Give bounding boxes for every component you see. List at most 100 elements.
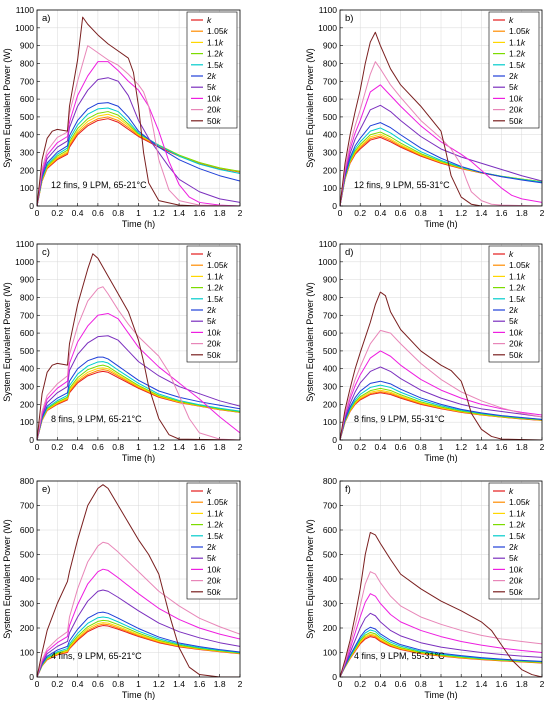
legend-label: 10k: [207, 564, 221, 574]
legend-label: k: [207, 249, 212, 259]
legend-label: k: [509, 249, 514, 259]
x-tick-label: 0: [338, 442, 343, 452]
y-tick-label: 700: [20, 310, 34, 320]
series-line-10k: [340, 350, 542, 440]
y-axis-label: System Equivalent Power (W): [305, 48, 315, 168]
legend-label: 10k: [509, 93, 523, 103]
legend-label: k: [509, 15, 514, 25]
x-tick-label: 0: [35, 208, 40, 218]
y-tick-label: 200: [323, 399, 337, 409]
legend-label: 50k: [509, 587, 523, 597]
legend-label: 50k: [509, 116, 523, 126]
x-tick-label: 1: [439, 442, 444, 452]
x-tick-label: 1.8: [214, 679, 226, 689]
y-tick-label: 300: [323, 148, 337, 158]
series-line-5k: [340, 104, 542, 206]
series-line-10k: [37, 568, 240, 677]
x-axis-label: Time (h): [122, 690, 155, 700]
series-line-1_5k: [340, 629, 542, 677]
plot-frame: [36, 9, 241, 207]
legend-label: 2k: [207, 305, 217, 315]
plot-frame: [36, 243, 241, 441]
series-line-20k: [340, 61, 542, 206]
legend-label: 5k: [207, 553, 217, 563]
legend-label: 1.1k: [207, 508, 224, 518]
legend-label: 10k: [207, 93, 221, 103]
x-tick-label: 0.4: [72, 679, 84, 689]
x-tick-label: 2: [540, 442, 545, 452]
x-tick-label: 0.8: [415, 679, 427, 689]
plot-frame: [339, 9, 543, 207]
y-tick-label: 400: [323, 364, 337, 374]
x-tick-label: 0.2: [51, 679, 63, 689]
panel-annotation: 4 fins, 9 LPM, 65-21°C: [51, 651, 142, 661]
y-tick-label: 300: [323, 599, 337, 609]
legend-label: 1.1k: [207, 37, 224, 47]
series-line-20k: [37, 286, 240, 440]
series-group: [340, 291, 542, 440]
x-tick-label: 2: [540, 679, 545, 689]
series-line-2k: [340, 626, 542, 677]
series-line-2k: [340, 122, 542, 206]
legend-label: 10k: [509, 564, 523, 574]
y-tick-label: 200: [20, 399, 34, 409]
x-tick-label: 1.6: [193, 679, 205, 689]
y-tick-label: 600: [323, 525, 337, 535]
y-axis-label: System Equivalent Power (W): [2, 282, 12, 402]
series-line-1_2k: [340, 387, 542, 440]
legend-label: 5k: [207, 82, 217, 92]
x-tick-label: 1.8: [516, 679, 528, 689]
x-axis-label: Time (h): [122, 219, 155, 229]
y-tick-label: 400: [323, 574, 337, 584]
series-line-50k: [340, 531, 542, 677]
x-tick-label: 0.6: [395, 679, 407, 689]
x-tick-label: 0: [35, 679, 40, 689]
x-tick-label: 0.6: [92, 679, 104, 689]
series-line-5k: [37, 589, 240, 677]
y-tick-label: 300: [20, 148, 34, 158]
x-axis-label: Time (h): [424, 453, 457, 463]
plot-frame: [339, 243, 543, 441]
panel-label: b): [345, 13, 353, 24]
y-tick-label: 700: [20, 76, 34, 86]
x-axis-label: Time (h): [424, 690, 457, 700]
x-tick-label: 2: [540, 208, 545, 218]
x-tick-label: 1.2: [455, 679, 467, 689]
x-tick-label: 1.4: [475, 679, 487, 689]
y-tick-label: 700: [20, 501, 34, 511]
x-tick-label: 0.6: [395, 442, 407, 452]
legend-label: 1.1k: [509, 37, 526, 47]
series-line-20k: [340, 329, 542, 440]
legend-label: 1.5k: [509, 294, 526, 304]
x-tick-label: 0.4: [374, 442, 386, 452]
y-tick-label: 400: [323, 130, 337, 140]
x-tick-label: 1.6: [496, 679, 508, 689]
x-tick-label: 0.2: [354, 679, 366, 689]
x-axis-label: Time (h): [424, 219, 457, 229]
chart-panel-a: 0 0.2 0.4 0.6 0.8 1 1.2 1.4 1.6 1.8 2 0 100 200 300 400…: [2, 5, 243, 229]
legend-label: 20k: [207, 105, 221, 115]
legend-label: 1.5k: [207, 531, 224, 541]
plot-frame: [36, 480, 241, 678]
series-group: [340, 531, 542, 677]
x-tick-label: 0.4: [374, 679, 386, 689]
x-tick-label: 1.2: [153, 679, 165, 689]
series-line-1_5k: [37, 616, 240, 677]
x-tick-label: 1.2: [455, 442, 467, 452]
legend-label: 1.2k: [207, 49, 224, 59]
x-tick-label: 0.8: [112, 679, 124, 689]
series-line-2k: [37, 611, 240, 677]
y-axis-label: System Equivalent Power (W): [305, 519, 315, 639]
x-tick-label: 1.8: [214, 208, 226, 218]
legend-label: 1.05k: [207, 26, 229, 36]
y-axis-label: System Equivalent Power (W): [305, 282, 315, 402]
panel-label: c): [42, 247, 50, 258]
legend-label: 1.2k: [207, 283, 224, 293]
y-tick-label: 1000: [15, 23, 34, 33]
y-tick-label: 200: [20, 623, 34, 633]
y-tick-label: 500: [323, 346, 337, 356]
legend-label: 10k: [509, 327, 523, 337]
series-line-1_2k: [37, 111, 240, 206]
